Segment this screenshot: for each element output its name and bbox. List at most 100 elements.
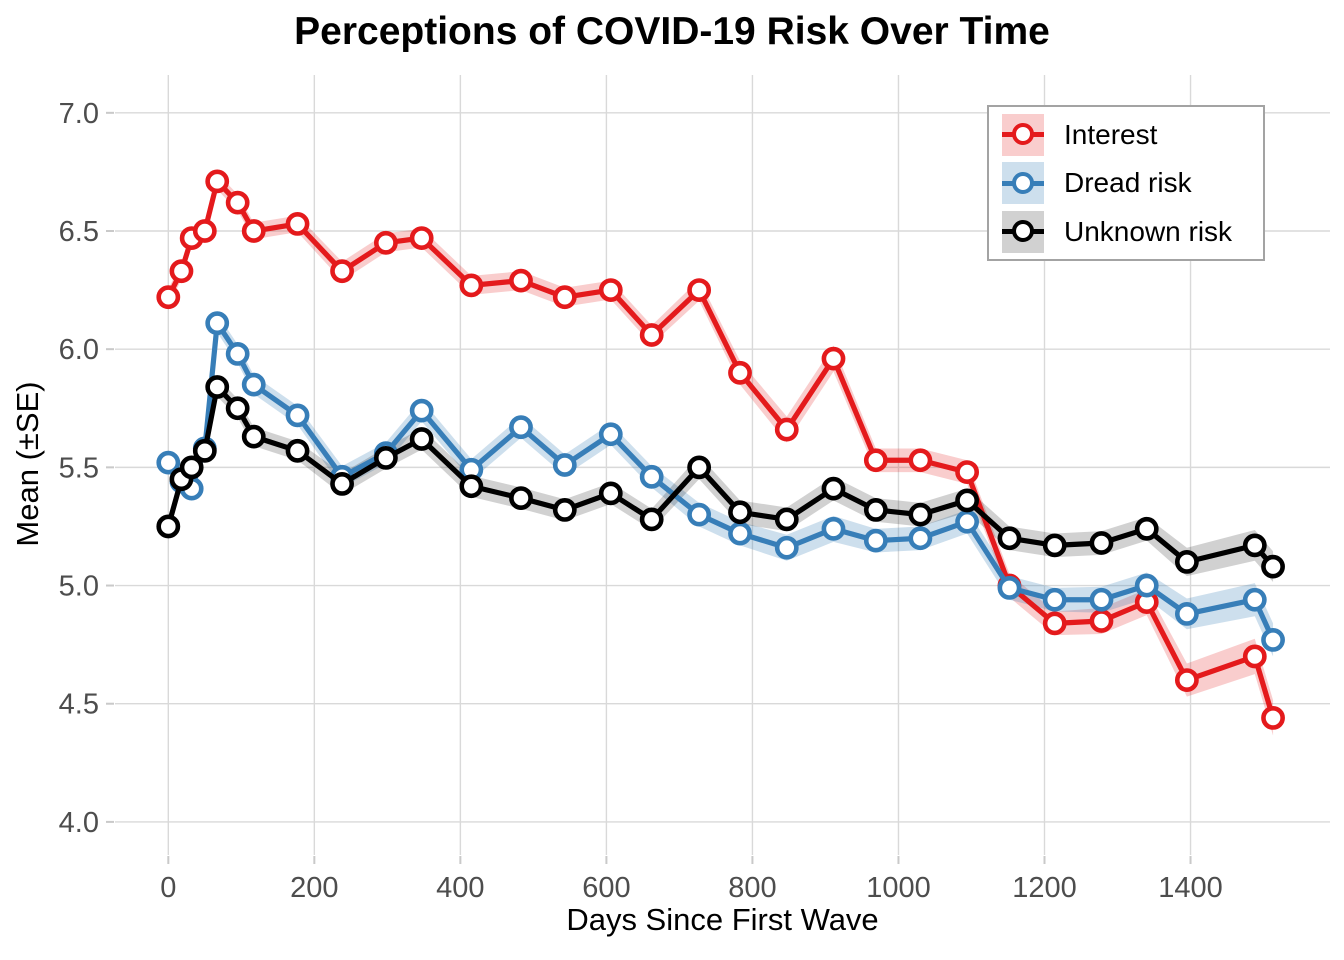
data-point-interest [373,230,398,255]
data-point-dread-risk [1242,587,1267,612]
x-tick-label: 1400 [1158,872,1223,904]
data-point-dread-risk [1042,587,1067,612]
data-point-unknown-risk [1242,533,1267,558]
data-point-unknown-risk [156,514,181,539]
data-point-unknown-risk [509,486,533,510]
legend-label-unknown-risk: Unknown risk [1064,215,1233,247]
data-point-interest [409,226,434,250]
data-point-dread-risk [908,526,933,551]
data-point-interest [225,190,250,215]
data-point-dread-risk [409,398,434,423]
data-point-interest [552,285,577,310]
data-point-unknown-risk [225,396,250,421]
data-point-unknown-risk [1174,550,1199,574]
data-point-interest [509,268,533,293]
x-tick-label: 1000 [866,872,931,904]
data-point-interest [639,323,664,347]
data-point-dread-risk [955,509,980,534]
data-point-interest [192,219,217,243]
legend: Interest Dread risk Unknown risk [987,105,1265,261]
data-point-interest [1089,609,1114,633]
data-point-dread-risk [1174,602,1199,626]
y-tick-label: 5.0 [59,571,99,603]
data-point-dread-risk [1134,573,1159,598]
data-point-dread-risk [598,422,623,447]
legend-item-interest: Interest [1002,113,1263,156]
legend-key-circle [1011,123,1034,145]
data-point-unknown-risk [459,474,484,499]
data-point-dread-risk [509,415,533,440]
data-point-interest [821,346,846,371]
x-tick-label: 200 [290,872,338,904]
y-tick-label: 7.0 [59,98,99,130]
data-point-dread-risk [728,521,752,546]
data-point-unknown-risk [598,481,623,506]
data-point-interest [1242,644,1267,669]
data-point-interest [285,212,310,236]
data-point-dread-risk [552,453,577,477]
y-tick-label: 6.0 [59,334,99,366]
legend-key-circle [1011,220,1034,242]
data-point-unknown-risk [205,375,230,399]
data-point-dread-risk [241,372,266,397]
y-tick-label: 4.0 [59,807,99,839]
data-point-interest [1174,668,1199,692]
data-point-interest [598,278,623,302]
legend-label-interest: Interest [1064,118,1158,150]
data-point-dread-risk [156,450,181,475]
y-axis-title: Mean (±SE) [10,381,45,547]
legend-key-icon-unknown-risk [1002,210,1044,253]
data-point-unknown-risk [774,507,799,532]
x-tick-label: 600 [582,872,630,904]
data-point-interest [774,417,799,442]
data-point-unknown-risk [639,507,664,532]
data-point-interest [241,219,266,243]
data-point-unknown-risk [1261,554,1285,579]
y-tick-label: 4.5 [59,689,99,721]
data-point-interest [908,448,933,473]
legend-key-icon-interest [1002,113,1044,156]
data-point-unknown-risk [552,498,577,522]
y-tick-label: 6.5 [59,216,99,248]
data-point-dread-risk [1261,628,1285,652]
data-point-dread-risk [225,342,250,366]
legend-label-dread-risk: Dread risk [1064,167,1192,198]
data-point-unknown-risk [1134,516,1159,541]
x-tick-label: 0 [160,872,176,904]
data-point-interest [1261,706,1285,730]
data-point-unknown-risk [1042,533,1067,558]
data-point-dread-risk [1089,587,1114,612]
data-point-interest [459,273,484,298]
data-point-unknown-risk [687,455,712,480]
data-point-dread-risk [687,502,712,527]
data-point-dread-risk [774,535,799,560]
data-point-unknown-risk [1089,531,1114,555]
legend-item-dread-risk: Dread risk [1002,162,1263,204]
data-point-unknown-risk [409,427,434,451]
data-point-dread-risk [205,311,230,336]
x-tick-label: 1200 [1012,872,1077,904]
data-point-unknown-risk [997,526,1022,551]
series-line-interest [165,178,1276,719]
chart-title: Perceptions of COVID-19 Risk Over Time [294,10,1050,53]
data-point-interest [863,448,888,473]
data-point-unknown-risk [330,472,354,496]
x-axis-title: Days Since First Wave [566,902,879,937]
data-point-unknown-risk [955,488,980,513]
x-tick-label: 800 [728,872,776,904]
data-point-unknown-risk [908,502,933,527]
data-point-interest [955,460,980,484]
data-point-dread-risk [863,528,888,553]
data-point-unknown-risk [373,446,398,470]
data-point-unknown-risk [179,455,204,480]
data-point-dread-risk [821,516,846,541]
data-point-interest [728,360,752,385]
data-point-unknown-risk [863,498,888,522]
legend-key-icon-dread-risk [1002,162,1044,204]
data-point-dread-risk [285,403,310,428]
data-point-dread-risk [639,464,664,489]
data-point-unknown-risk [728,500,752,525]
data-point-dread-risk [997,576,1022,600]
